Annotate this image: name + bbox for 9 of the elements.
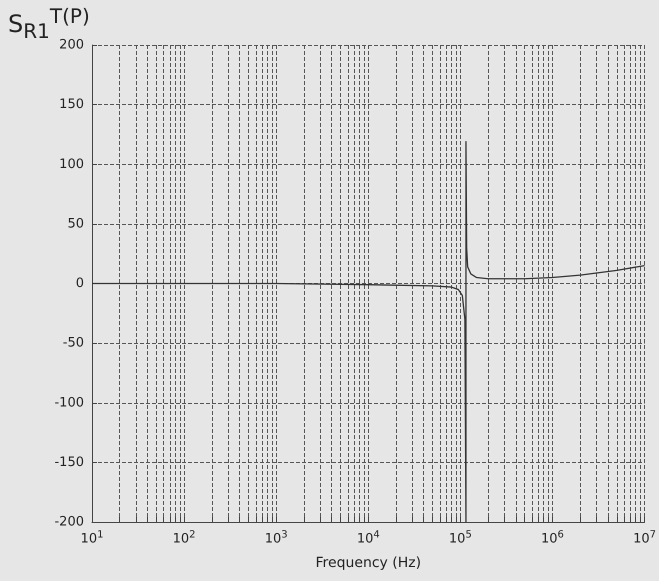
y-tick-label: -100 (54, 395, 84, 410)
y-tick-label: 0 (76, 276, 84, 291)
x-axis-title: Frequency (Hz) (315, 555, 422, 571)
y-tick-label: -200 (54, 514, 84, 530)
y-tick-label: 150 (59, 97, 84, 112)
y-tick-label: 100 (59, 156, 84, 172)
y-tick-label: 50 (67, 216, 84, 232)
y-tick-label: -150 (54, 454, 84, 470)
y-tick-label: -50 (62, 336, 84, 351)
